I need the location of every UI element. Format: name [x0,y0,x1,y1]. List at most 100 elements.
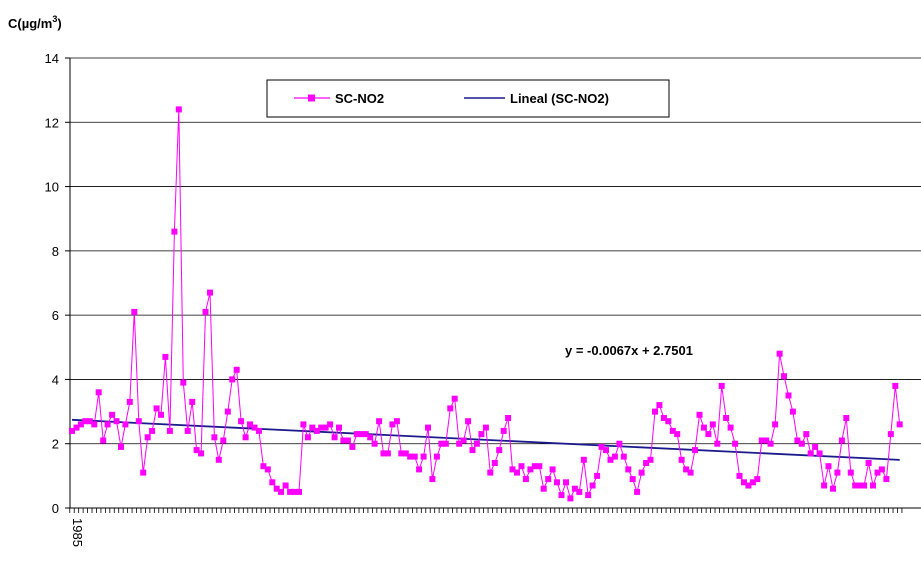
data-point-sc-no2 [709,421,716,428]
data-point-sc-no2 [514,469,520,476]
data-point-sc-no2 [358,431,365,438]
data-point-sc-no2 [242,434,249,441]
data-point-sc-no2 [669,427,676,434]
data-point-sc-no2 [736,472,743,479]
data-point-sc-no2 [224,408,231,415]
data-point-sc-no2 [892,382,899,389]
data-point-sc-no2 [122,421,129,428]
data-point-sc-no2 [754,476,761,483]
data-point-sc-no2 [509,466,516,473]
y-axis-ticks: 0 2 4 6 8 10 12 14 [45,51,70,516]
data-point-sc-no2 [398,450,405,457]
data-point-sc-no2 [109,411,116,418]
data-point-sc-no2 [478,431,485,438]
data-point-sc-no2 [683,466,690,473]
data-point-sc-no2 [638,469,645,476]
data-point-sc-no2 [482,424,489,431]
data-point-sc-no2 [238,418,245,425]
data-point-sc-no2 [389,421,396,428]
data-point-sc-no2 [505,415,512,421]
data-point-sc-no2 [131,308,138,315]
data-point-sc-no2 [442,440,449,447]
data-point-sc-no2 [700,424,707,431]
y-axis-title: C(µg/m3) [8,14,62,31]
data-point-sc-no2 [69,427,75,434]
data-point-sc-no2 [554,479,560,486]
data-point-sc-no2 [158,411,164,418]
data-point-sc-no2 [629,476,636,483]
data-point-sc-no2 [549,466,556,473]
data-point-sc-no2 [407,453,414,460]
data-point-sc-no2 [113,418,120,425]
data-point-sc-no2 [856,482,863,489]
trendline-layer [71,418,900,461]
data-point-sc-no2 [603,447,609,454]
data-point-sc-no2 [776,350,783,357]
data-point-sc-no2 [723,415,730,421]
data-point-sc-no2 [861,482,868,489]
legend-label-sc-no2: SC-NO2 [335,91,384,106]
data-point-sc-no2 [371,440,378,447]
data-point-sc-no2 [665,418,672,425]
data-point-sc-no2 [620,453,627,460]
data-point-sc-no2 [376,418,383,425]
data-point-sc-no2 [527,466,534,473]
data-point-sc-no2 [264,466,271,473]
data-point-sc-no2 [126,398,133,405]
data-point-sc-no2 [714,440,721,447]
data-point-sc-no2 [803,431,810,438]
data-point-sc-no2 [611,453,618,460]
data-point-sc-no2 [380,450,387,457]
data-point-sc-no2 [678,456,685,463]
data-point-sc-no2 [816,450,823,457]
data-point-sc-no2 [91,421,98,428]
data-point-sc-no2 [255,427,262,434]
data-point-sc-no2 [567,495,574,502]
trendline-lineal-sc-no2 [71,418,900,461]
data-point-sc-no2 [571,485,578,492]
data-point-sc-no2 [522,476,529,483]
data-point-sc-no2 [296,488,302,495]
data-point-sc-no2 [758,437,765,444]
data-point-sc-no2 [469,447,476,454]
data-point-sc-no2 [184,427,191,434]
data-point-sc-no2 [171,228,178,235]
data-point-sc-no2 [789,408,796,415]
data-point-sc-no2 [652,408,658,415]
data-point-sc-no2 [847,469,854,476]
data-point-sc-no2 [180,379,187,386]
data-point-sc-no2 [589,482,596,489]
data-point-sc-no2 [625,466,632,473]
data-point-sc-no2 [233,366,240,373]
data-point-sc-no2 [100,437,107,444]
data-point-sc-no2 [304,434,311,441]
data-point-sc-no2 [166,427,173,434]
data-point-sc-no2 [247,421,253,428]
data-point-sc-no2 [229,376,236,383]
data-point-sc-no2 [175,106,182,113]
data-point-sc-no2 [705,431,712,438]
data-point-sc-no2 [558,492,565,499]
data-point-sc-no2 [491,460,498,466]
y-tick-label-10: 10 [45,180,59,195]
y-tick-label-12: 12 [45,115,59,130]
data-point-sc-no2 [331,434,338,441]
legend: SC-NO2 Lineal (SC-NO2) [266,79,670,118]
data-point-sc-no2 [616,440,623,447]
data-point-sc-no2 [656,402,663,409]
data-point-sc-no2 [402,450,409,457]
data-point-sc-no2 [287,488,294,495]
trendline-equation: y = -0.0067x + 2.7501 [565,343,693,358]
data-point-sc-no2 [118,443,124,450]
y-tick-label-8: 8 [52,244,59,259]
data-point-sc-no2 [411,453,418,460]
data-point-sc-no2 [447,405,454,412]
data-point-sc-no2 [473,440,480,447]
data-point-sc-no2 [812,443,819,450]
data-point-sc-no2 [456,440,463,447]
data-point-sc-no2 [718,382,725,389]
data-point-sc-no2 [660,415,667,421]
x-axis-ticks [69,508,903,513]
data-point-sc-no2 [500,427,507,434]
